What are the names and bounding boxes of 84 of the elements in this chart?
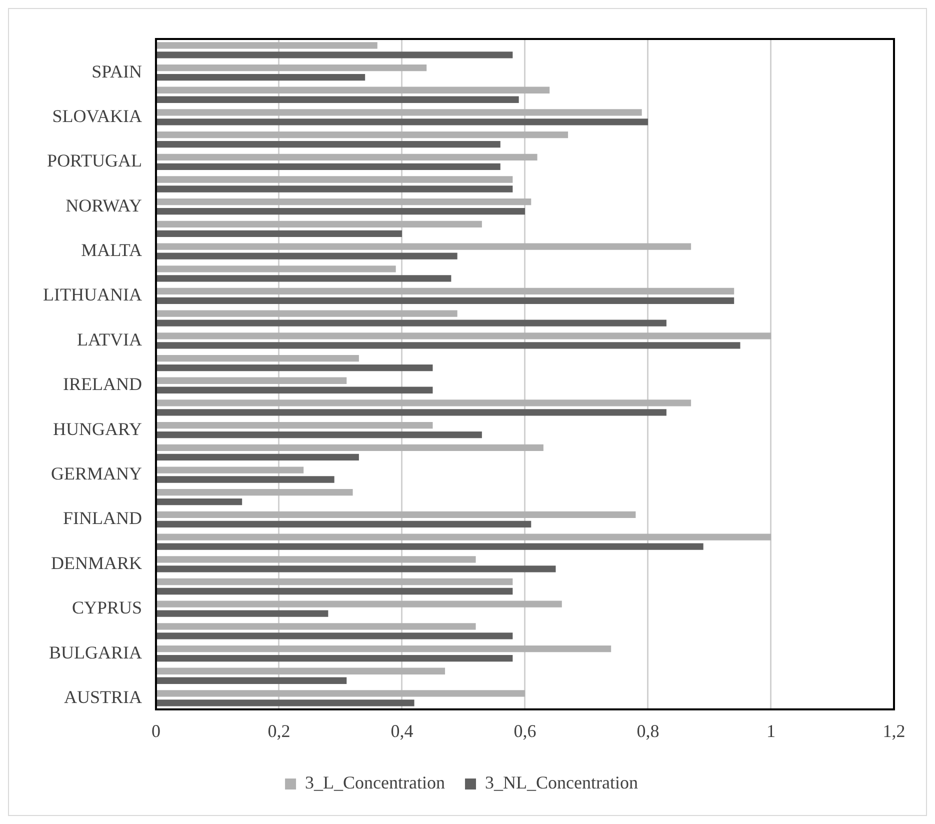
bar (156, 476, 334, 483)
y-tick-label: SLOVAKIA (52, 106, 142, 126)
bar (156, 623, 476, 630)
y-tick-label: FINLAND (62, 508, 142, 528)
x-tick-label: 1,2 (882, 720, 906, 741)
bar (156, 297, 734, 304)
y-tick-label: LATVIA (76, 329, 142, 350)
bar (156, 140, 500, 148)
y-tick-label: GERMANY (50, 463, 142, 484)
bar (156, 409, 666, 416)
bar (156, 332, 771, 340)
y-tick-label: IRELAND (62, 374, 142, 394)
x-tick-label: 0,6 (514, 720, 536, 741)
y-tick-label: CYPRUS (72, 598, 142, 618)
y-tick-label: DENMARK (50, 552, 142, 573)
bar (156, 198, 532, 206)
bar (156, 534, 771, 540)
x-tick-label: 1 (766, 720, 776, 741)
bar (156, 176, 513, 183)
x-tick-label: 0,8 (636, 720, 660, 741)
bar (156, 543, 704, 550)
bar (156, 498, 242, 506)
bar (156, 163, 500, 170)
bar (156, 252, 458, 260)
y-tick-label: BULGARIA (48, 642, 142, 662)
bar (156, 578, 513, 586)
bar (156, 42, 378, 49)
bar (156, 364, 433, 372)
bar (156, 208, 525, 215)
bar (156, 74, 366, 81)
bar (156, 566, 556, 572)
bar (156, 186, 513, 192)
bar (156, 422, 433, 429)
x-tick-label: 0,4 (390, 720, 414, 741)
bar (156, 386, 433, 394)
y-tick-label: MALTA (81, 240, 142, 260)
bar (156, 511, 636, 518)
bar (156, 266, 396, 272)
bar (156, 632, 513, 640)
bar (156, 610, 328, 617)
y-tick-label: LITHUANIA (42, 284, 142, 305)
bar (156, 320, 666, 326)
bar (156, 118, 648, 126)
bar (156, 288, 734, 295)
bar (156, 600, 562, 608)
bar (156, 52, 513, 58)
bar (156, 677, 347, 684)
bar (156, 520, 532, 528)
y-tick-label: SPAIN (92, 61, 142, 82)
bar (156, 690, 525, 697)
bar (156, 431, 482, 438)
y-tick-label: PORTUGAL (47, 150, 142, 171)
bar (156, 668, 446, 674)
x-tick-label: 0,2 (268, 720, 290, 741)
y-tick-label: NORWAY (66, 195, 142, 216)
bar (156, 466, 304, 474)
bar (156, 444, 544, 451)
bar (156, 654, 513, 662)
bar (156, 342, 740, 349)
bar (156, 645, 612, 652)
bar (156, 230, 402, 238)
bar (156, 556, 476, 563)
x-tick-label: 0 (151, 720, 160, 741)
bar (156, 64, 427, 72)
bar (156, 154, 538, 160)
bar (156, 400, 692, 406)
bar (156, 243, 692, 250)
bar (156, 131, 568, 138)
bar (156, 86, 550, 94)
bar (156, 454, 359, 460)
bar (156, 377, 347, 384)
legend-label: 3_L_Concentration (305, 772, 446, 793)
bar (156, 310, 458, 317)
bar (156, 588, 513, 595)
y-tick-label: HUNGARY (52, 418, 142, 439)
bar (156, 96, 519, 103)
bar (156, 109, 642, 116)
bar (156, 275, 452, 282)
legend-label: 3_NL_Concentration (485, 772, 638, 793)
bar (156, 489, 353, 496)
bar (156, 700, 414, 706)
y-tick-label: AUSTRIA (64, 686, 142, 707)
bar (156, 220, 482, 228)
bar (156, 354, 359, 362)
